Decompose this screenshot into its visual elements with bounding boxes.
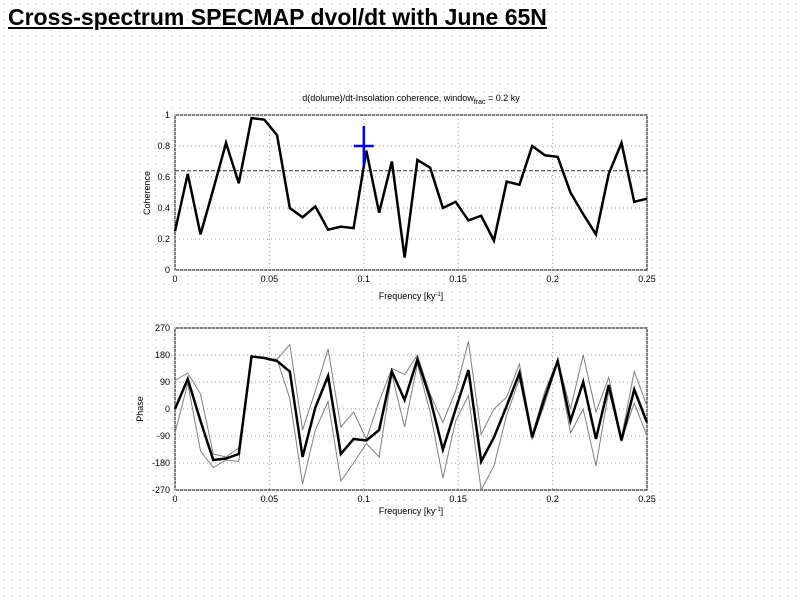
y-tick-label: 0.2 — [157, 234, 170, 244]
coherence-chart: d(dolume)/dt-Insolation coherence, windo… — [142, 93, 656, 301]
y-tick-label: 90 — [160, 377, 170, 387]
y-tick-label: 180 — [155, 350, 170, 360]
x-tick-label: 0.05 — [261, 274, 279, 284]
x-axis-label: Frequency [ky-1] — [379, 506, 443, 516]
y-tick-label: -270 — [152, 485, 170, 495]
plot-area — [174, 114, 648, 271]
coherence-series-line — [173, 116, 648, 258]
slide-title: Cross-spectrum SPECMAP dvol/dt with June… — [8, 4, 547, 30]
y-axis-label: Phase — [135, 396, 145, 422]
phase-series-line — [173, 355, 649, 466]
y-tick-label: 0 — [165, 404, 170, 414]
y-tick-label: 270 — [155, 323, 170, 333]
y-tick-label: -180 — [152, 458, 170, 468]
y-tick-label: 0.4 — [157, 203, 170, 213]
y-tick-label: -90 — [157, 431, 170, 441]
x-tick-label: 0.2 — [546, 274, 559, 284]
x-tick-label: 0.15 — [449, 494, 467, 504]
x-tick-label: 0 — [172, 274, 177, 284]
y-tick-label: 0.8 — [157, 141, 170, 151]
x-tick-label: 0.15 — [449, 274, 467, 284]
coherence-title: d(dolume)/dt-Insolation coherence, windo… — [302, 93, 520, 106]
y-tick-label: 1 — [165, 110, 170, 120]
x-tick-label: 0.05 — [261, 494, 279, 504]
x-tick-label: 0.1 — [358, 494, 371, 504]
x-tick-label: 0.25 — [638, 274, 656, 284]
x-tick-label: 0.2 — [546, 494, 559, 504]
y-axis-label: Coherence — [142, 171, 152, 215]
y-tick-label: 0 — [165, 265, 170, 275]
x-tick-label: 0 — [172, 494, 177, 504]
phase-chart: Frequency [ky-1] Phase 0 0.05 0.1 0.15 0.2 0.… — [135, 323, 656, 516]
x-tick-label: 0.25 — [638, 494, 656, 504]
x-tick-label: 0.1 — [358, 274, 371, 284]
x-axis-label: Frequency [ky-1] — [379, 291, 443, 301]
y-tick-label: 0.6 — [157, 172, 170, 182]
